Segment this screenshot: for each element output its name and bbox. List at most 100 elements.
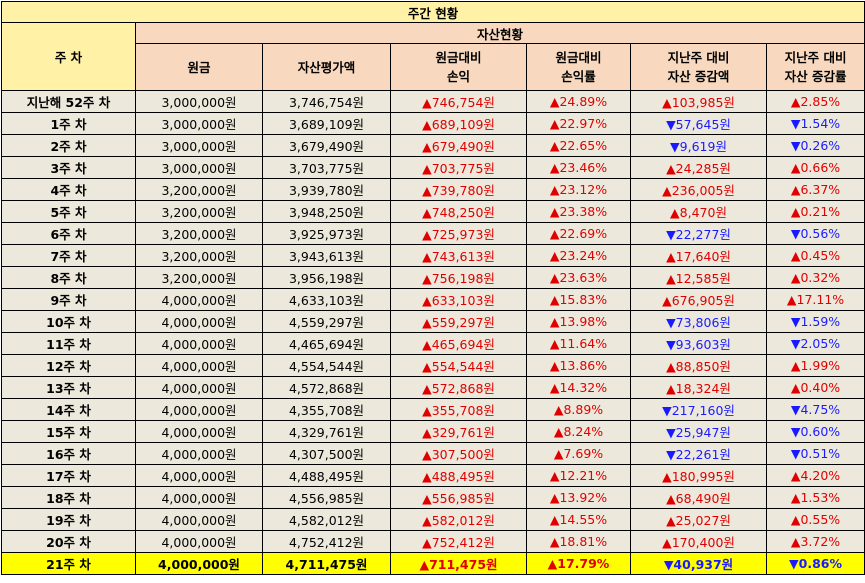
weekly-delta-rate-cell: ▼0.60% <box>765 420 865 443</box>
principal-cell: 4,000,000원 <box>135 464 263 487</box>
pnl-rate-cell: ▲23.24% <box>526 244 631 267</box>
pnl-cell: ▲748,250원 <box>390 200 527 223</box>
week-cell: 18주 차 <box>1 486 136 509</box>
header-line: 지난주 대비 <box>667 50 730 65</box>
pnl-rate-cell: ▲22.97% <box>526 112 631 135</box>
principal-cell: 4,000,000원 <box>135 332 263 355</box>
pnl-cell: ▲554,544원 <box>390 354 527 377</box>
principal-cell: 3,200,000원 <box>135 222 263 245</box>
week-cell: 6주 차 <box>1 222 136 245</box>
week-cell: 지난해 52주 차 <box>1 90 136 113</box>
header-line: 손익률 <box>561 69 596 84</box>
weekly-delta-cell: ▼40,937원 <box>630 552 767 575</box>
table-row: 19주 차 4,000,000원 4,582,012원 ▲582,012원 ▲14.55… <box>1 508 865 531</box>
weekly-delta-rate-header: 지난주 대비 자산 증감률 <box>765 43 865 91</box>
principal-cell: 4,000,000원 <box>135 420 263 443</box>
weekly-delta-rate-cell: ▼1.59% <box>765 310 865 333</box>
weekly-delta-rate-cell: ▲3.72% <box>765 530 865 553</box>
asset-value-cell: 4,582,012원 <box>262 508 391 531</box>
week-cell: 4주 차 <box>1 178 136 201</box>
weekly-delta-rate-cell: ▲0.55% <box>765 508 865 531</box>
table-row: 16주 차 4,000,000원 4,307,500원 ▲307,500원 ▲7.69%… <box>1 442 865 465</box>
table-row: 6주 차 3,200,000원 3,925,973원 ▲725,973원 ▲22.69%… <box>1 222 865 245</box>
weekly-delta-cell: ▼57,645원 <box>630 112 767 135</box>
week-cell: 20주 차 <box>1 530 136 553</box>
weekly-delta-rate-cell: ▲1.53% <box>765 486 865 509</box>
pnl-rate-cell: ▲23.12% <box>526 178 631 201</box>
week-cell: 17주 차 <box>1 464 136 487</box>
week-cell: 14주 차 <box>1 398 136 421</box>
header-line: 자산 증감액 <box>667 69 730 84</box>
weekly-delta-cell: ▲68,490원 <box>630 486 767 509</box>
principal-cell: 4,000,000원 <box>135 486 263 509</box>
pnl-rate-cell: ▲13.98% <box>526 310 631 333</box>
weekly-delta-rate-cell: ▼0.56% <box>765 222 865 245</box>
weekly-delta-rate-cell: ▼1.54% <box>765 112 865 135</box>
week-cell: 13주 차 <box>1 376 136 399</box>
week-cell: 7주 차 <box>1 244 136 267</box>
asset-value-cell: 4,633,103원 <box>262 288 391 311</box>
principal-cell: 4,000,000원 <box>135 398 263 421</box>
pnl-cell: ▲559,297원 <box>390 310 527 333</box>
asset-value-cell: 4,556,985원 <box>262 486 391 509</box>
pnl-cell: ▲752,412원 <box>390 530 527 553</box>
week-cell: 15주 차 <box>1 420 136 443</box>
weekly-delta-rate-cell: ▼2.05% <box>765 332 865 355</box>
pnl-cell: ▲633,103원 <box>390 288 527 311</box>
header-line: 자산평가액 <box>297 59 356 75</box>
weekly-delta-cell: ▼93,603원 <box>630 332 767 355</box>
pnl-cell: ▲355,708원 <box>390 398 527 421</box>
weekly-delta-rate-cell: ▼4.75% <box>765 398 865 421</box>
pnl-rate-header: 원금대비 손익률 <box>526 43 631 91</box>
table-row: 3주 차 3,000,000원 3,703,775원 ▲703,775원 ▲23.46%… <box>1 156 865 179</box>
pnl-rate-cell: ▲22.65% <box>526 134 631 157</box>
pnl-cell: ▲689,109원 <box>390 112 527 135</box>
table-row: 13주 차 4,000,000원 4,572,868원 ▲572,868원 ▲14.32… <box>1 376 865 399</box>
weekly-delta-cell: ▲103,985원 <box>630 90 767 113</box>
principal-cell: 3,200,000원 <box>135 244 263 267</box>
asset-value-cell: 4,329,761원 <box>262 420 391 443</box>
weekly-delta-cell: ▲12,585원 <box>630 266 767 289</box>
pnl-rate-cell: ▲17.79% <box>526 552 631 575</box>
weekly-delta-rate-cell: ▲0.32% <box>765 266 865 289</box>
weekly-delta-rate-cell: ▲0.45% <box>765 244 865 267</box>
table-row: 7주 차 3,200,000원 3,943,613원 ▲743,613원 ▲23.24%… <box>1 244 865 267</box>
asset-value-cell: 4,307,500원 <box>262 442 391 465</box>
principal-cell: 3,000,000원 <box>135 134 263 157</box>
pnl-cell: ▲465,694원 <box>390 332 527 355</box>
week-cell: 5주 차 <box>1 200 136 223</box>
weekly-delta-rate-cell: ▲0.21% <box>765 200 865 223</box>
table-row: 12주 차 4,000,000원 4,554,544원 ▲554,544원 ▲13.86… <box>1 354 865 377</box>
table-row: 2주 차 3,000,000원 3,679,490원 ▲679,490원 ▲22.65%… <box>1 134 865 157</box>
week-header: 주 차 <box>1 22 136 91</box>
pnl-cell: ▲739,780원 <box>390 178 527 201</box>
asset-value-cell: 4,488,495원 <box>262 464 391 487</box>
weekly-delta-rate-cell: ▲6.37% <box>765 178 865 201</box>
weekly-delta-cell: ▲88,850원 <box>630 354 767 377</box>
week-cell: 11주 차 <box>1 332 136 355</box>
header-line: 원금대비 <box>435 50 482 65</box>
principal-cell: 3,000,000원 <box>135 90 263 113</box>
weekly-delta-cell: ▲676,905원 <box>630 288 767 311</box>
weekly-delta-cell: ▼73,806원 <box>630 310 767 333</box>
weekly-delta-cell: ▲8,470원 <box>630 200 767 223</box>
weekly-delta-rate-cell: ▲0.40% <box>765 376 865 399</box>
weekly-delta-cell: ▲180,995원 <box>630 464 767 487</box>
pnl-rate-cell: ▲22.69% <box>526 222 631 245</box>
pnl-rate-cell: ▲12.21% <box>526 464 631 487</box>
weekly-delta-cell: ▼9,619원 <box>630 134 767 157</box>
principal-cell: 4,000,000원 <box>135 376 263 399</box>
pnl-rate-cell: ▲8.24% <box>526 420 631 443</box>
asset-value-cell: 3,703,775원 <box>262 156 391 179</box>
principal-cell: 4,000,000원 <box>135 530 263 553</box>
asset-value-cell: 4,355,708원 <box>262 398 391 421</box>
asset-value-cell: 3,746,754원 <box>262 90 391 113</box>
weekly-delta-cell: ▼22,277원 <box>630 222 767 245</box>
asset-value-cell: 3,679,490원 <box>262 134 391 157</box>
asset-value-cell: 4,554,544원 <box>262 354 391 377</box>
week-cell: 1주 차 <box>1 112 136 135</box>
asset-value-cell: 3,939,780원 <box>262 178 391 201</box>
weekly-delta-rate-cell: ▲2.85% <box>765 90 865 113</box>
header-line: 지난주 대비 <box>784 50 847 65</box>
